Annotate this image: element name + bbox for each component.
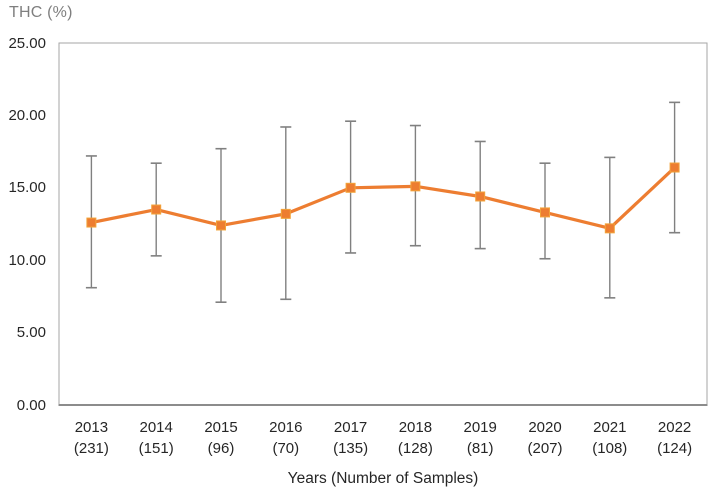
data-point-marker-2018 xyxy=(410,181,421,192)
x-tick-label-2022: 2022 (124) xyxy=(657,419,693,457)
x-tick-label-2021: 2021 (108) xyxy=(592,419,628,457)
data-point-marker-2013 xyxy=(86,217,97,228)
y-tick-label-0.00: 0.00 xyxy=(16,396,46,414)
y-tick-label-15.00: 15.00 xyxy=(8,179,46,197)
data-point-marker-2022 xyxy=(669,162,680,173)
y-tick-label-5.00: 5.00 xyxy=(16,324,46,342)
data-point-marker-2017 xyxy=(345,182,356,193)
y-axis-title: THC (%) xyxy=(9,4,73,21)
x-tick-label-2013: 2013 (231) xyxy=(73,419,109,457)
series-line-mean-thc xyxy=(89,165,677,230)
x-tick-label-2018: 2018 (128) xyxy=(397,419,433,457)
y-tick-label-10.00: 10.00 xyxy=(8,251,46,269)
x-tick-label-2015: 2015 (96) xyxy=(204,419,238,457)
y-tick-label-25.00: 25.00 xyxy=(8,34,46,52)
data-point-marker-2014 xyxy=(151,204,162,215)
x-tick-label-2016: 2016 (70) xyxy=(269,419,303,457)
data-point-marker-2016 xyxy=(280,208,291,219)
data-point-marker-2019 xyxy=(475,191,486,202)
data-point-marker-2021 xyxy=(604,223,615,234)
x-axis-title: Years (Number of Samples) xyxy=(287,470,479,487)
data-point-marker-2020 xyxy=(540,207,550,218)
data-point-marker-2015 xyxy=(216,220,226,231)
x-tick-label-2017: 2017 (135) xyxy=(333,419,369,457)
x-tick-label-2019: 2019 (81) xyxy=(463,419,497,457)
y-tick-label-20.00: 20.00 xyxy=(8,106,46,124)
x-tick-label-2014: 2014 (151) xyxy=(138,419,174,457)
x-tick-label-2020: 2020 (207) xyxy=(527,419,563,457)
